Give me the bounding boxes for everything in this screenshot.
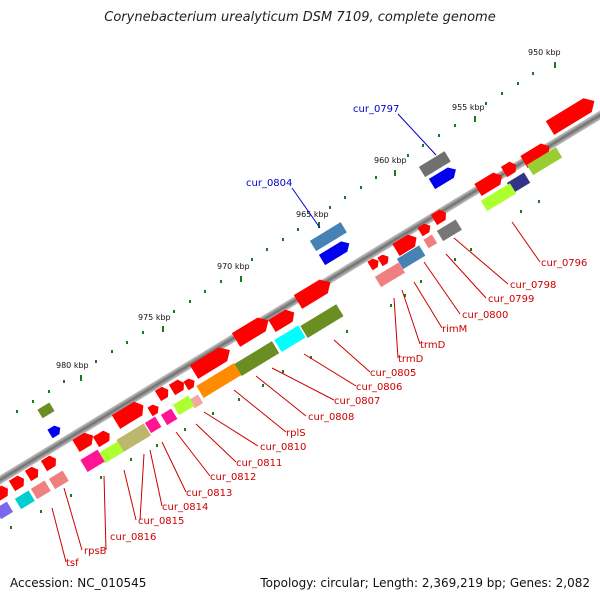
ruler-label: 980 kbp [56,361,89,370]
gene-feature [392,234,417,256]
ruler-tick [394,170,396,176]
gene-feature [545,98,595,135]
ruler-label: 975 kbp [138,313,171,322]
gene-label: cur_0796 [541,258,587,269]
feature-track-outer [37,151,456,439]
gene-feature [377,254,389,267]
genome-summary-text: Topology: circular; Length: 2,369,219 bp… [260,576,590,590]
gene-feature [0,485,8,502]
gene-feature [24,466,39,482]
gene-label: cur_0815 [138,516,184,527]
gene-label: cur_0812 [210,472,256,483]
gene-label: cur_0814 [162,502,208,513]
gene-label: cur_0807 [334,396,380,407]
gene-feature [474,172,502,196]
gene-feature [374,262,406,288]
gene-feature [309,222,347,252]
gene-label: cur_0805 [370,368,416,379]
gene-feature [111,401,144,429]
gene-feature [30,480,51,500]
red-gene-labels: cur_0796 cur_0798 cur_0799 cur_0800 rimM… [66,258,587,569]
gene-feature [72,432,94,452]
gene-feature [40,455,56,472]
gene-feature [274,325,306,352]
gene-feature [8,475,24,492]
gene-feature [183,378,195,391]
gene-feature [231,317,269,347]
ruler-tick [554,62,556,68]
gene-label: cur_0800 [462,310,508,321]
gene-feature [428,167,456,190]
gene-label-blue: cur_0797 [353,104,399,115]
ruler-tick [162,326,164,332]
gene-feature [144,416,162,434]
gene-feature [268,309,295,332]
ruler-label: 950 kbp [528,48,561,57]
gene-feature [196,363,242,398]
gene-feature [189,347,230,379]
gene-label: cur_0810 [260,442,306,453]
gene-feature [520,143,550,168]
gene-feature [168,379,184,396]
gene-feature [500,161,516,178]
ruler-tick [80,375,82,381]
ruler-tick [240,276,242,282]
gene-feature [116,423,151,452]
gene-feature [418,151,451,178]
gene-feature [0,501,14,520]
gene-feature [47,425,61,439]
gene-feature [293,279,331,309]
red-callouts [51,221,541,563]
ruler-tick [474,116,476,122]
ruler-label: 960 kbp [374,156,407,165]
gene-feature [526,147,563,176]
gene-label: trmD [398,354,424,365]
gene-label: cur_0799 [488,294,534,305]
ruler: 950 kbp 955 kbp 960 kbp 965 kbp 970 kbp … [10,48,561,529]
gene-label-blue: cur_0804 [246,178,292,189]
ruler-label: 955 kbp [452,103,485,112]
gene-feature [430,209,446,226]
gene-feature [98,441,124,464]
gene-feature [396,245,426,270]
gene-feature [300,304,344,338]
gene-feature [154,386,169,402]
gene-feature [318,241,350,266]
gene-label: cur_0816 [110,532,156,543]
gene-feature [480,183,517,212]
gene-label: trmD [420,340,446,351]
gene-feature [423,234,438,249]
gene-feature [37,402,55,419]
gene-feature [172,395,195,416]
ruler-tick [318,222,320,228]
accession-text: Accession: NC_010545 [10,576,147,590]
gene-label: cur_0813 [186,488,232,499]
gene-label: cur_0798 [510,280,556,291]
gene-feature [367,258,379,271]
gene-feature [80,449,105,472]
gene-label: cur_0806 [356,382,402,393]
gene-feature [147,404,159,417]
gene-feature [436,219,462,242]
feature-track-inner [0,147,563,520]
gene-label: cur_0808 [308,412,354,423]
gene-feature [160,408,178,426]
gene-feature [48,470,69,490]
gene-feature [14,490,35,510]
ruler-label: 970 kbp [217,262,250,271]
gene-label: rimM [442,324,467,335]
gene-feature [234,341,280,376]
gene-feature [92,430,110,448]
gene-label: cur_0811 [236,458,282,469]
blue-callouts: cur_0797 cur_0804 [246,104,437,229]
gene-label: tsf [66,558,79,569]
map-title: Corynebacterium urealyticum DSM 7109, co… [104,10,496,25]
gene-label: rpsB [84,546,107,557]
gene-label: rplS [286,428,306,439]
ruler-label: 965 kbp [296,210,329,219]
gene-feature [417,223,431,237]
feature-track-red [0,98,595,502]
